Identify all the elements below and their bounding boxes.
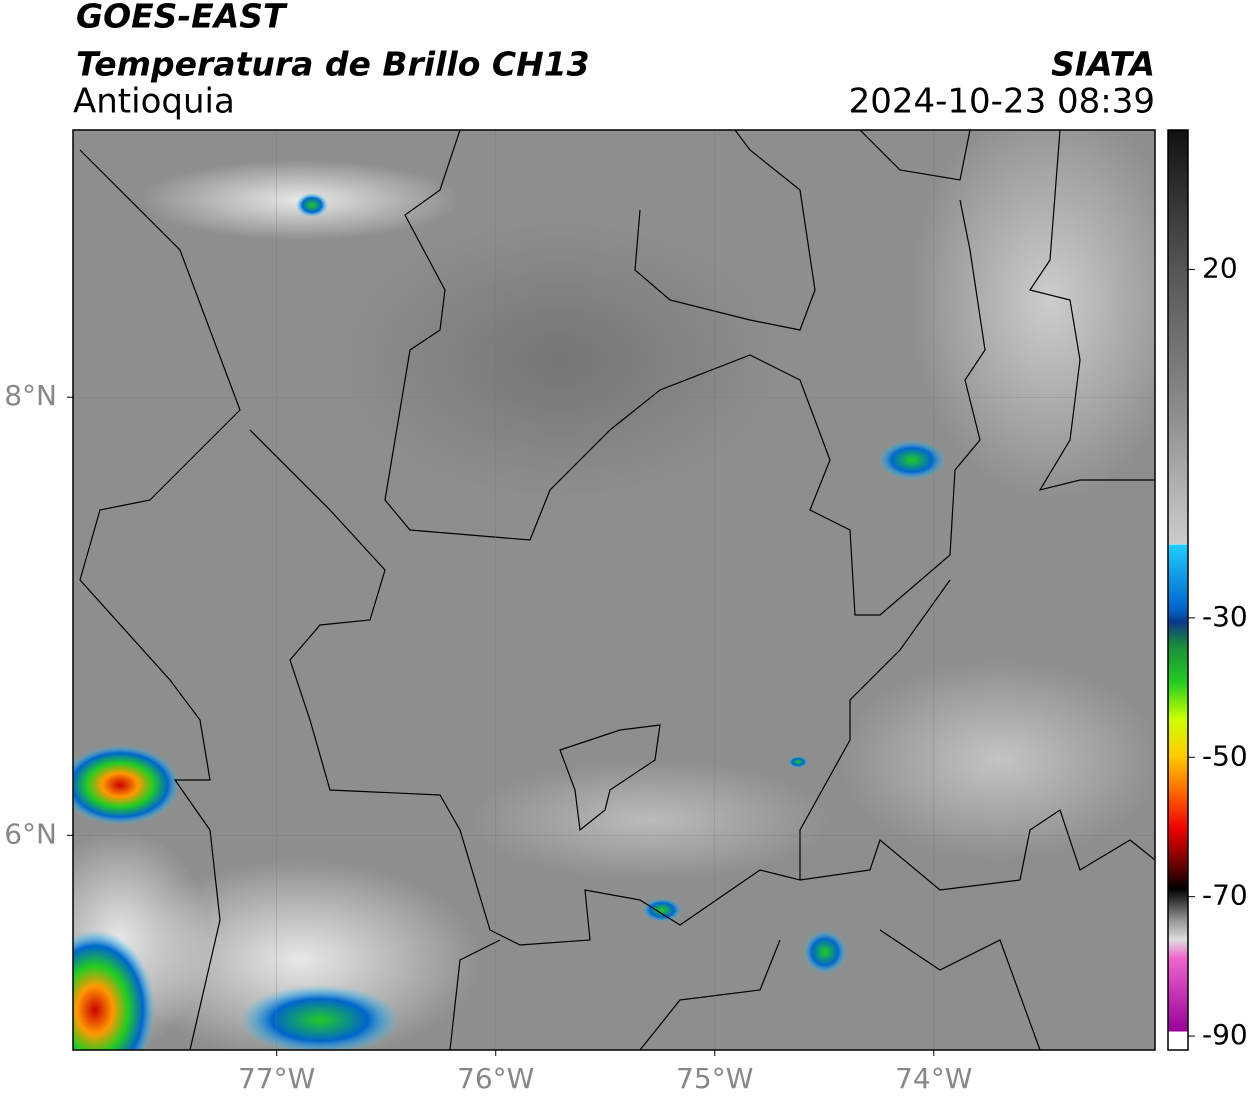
source: SIATA — [1051, 45, 1155, 84]
colorbar-tick-label: -90 — [1202, 1018, 1248, 1051]
satellite-image — [73, 130, 1155, 1050]
y-tick-label: 6°N — [4, 817, 57, 850]
x-tick-label: 74°W — [895, 1062, 972, 1095]
colorbar — [1167, 129, 1189, 1051]
colorbar-tick-label: 20 — [1202, 251, 1238, 284]
x-tick-label: 77°W — [238, 1062, 315, 1095]
product: Temperatura de Brillo CH13 — [76, 45, 590, 84]
region: Antioquia — [73, 82, 235, 122]
colorbar-tick-label: -70 — [1202, 879, 1248, 912]
colorbar-tick-label: -30 — [1202, 600, 1248, 633]
satellite: GOES-EAST — [76, 0, 288, 36]
x-tick-label: 76°W — [457, 1062, 534, 1095]
datetime: 2024-10-23 08:39 — [849, 82, 1155, 122]
colorbar-tick-label: -50 — [1202, 739, 1248, 772]
map-frame — [72, 129, 1156, 1051]
x-tick-label: 75°W — [676, 1062, 753, 1095]
y-tick-label: 8°N — [4, 379, 57, 412]
